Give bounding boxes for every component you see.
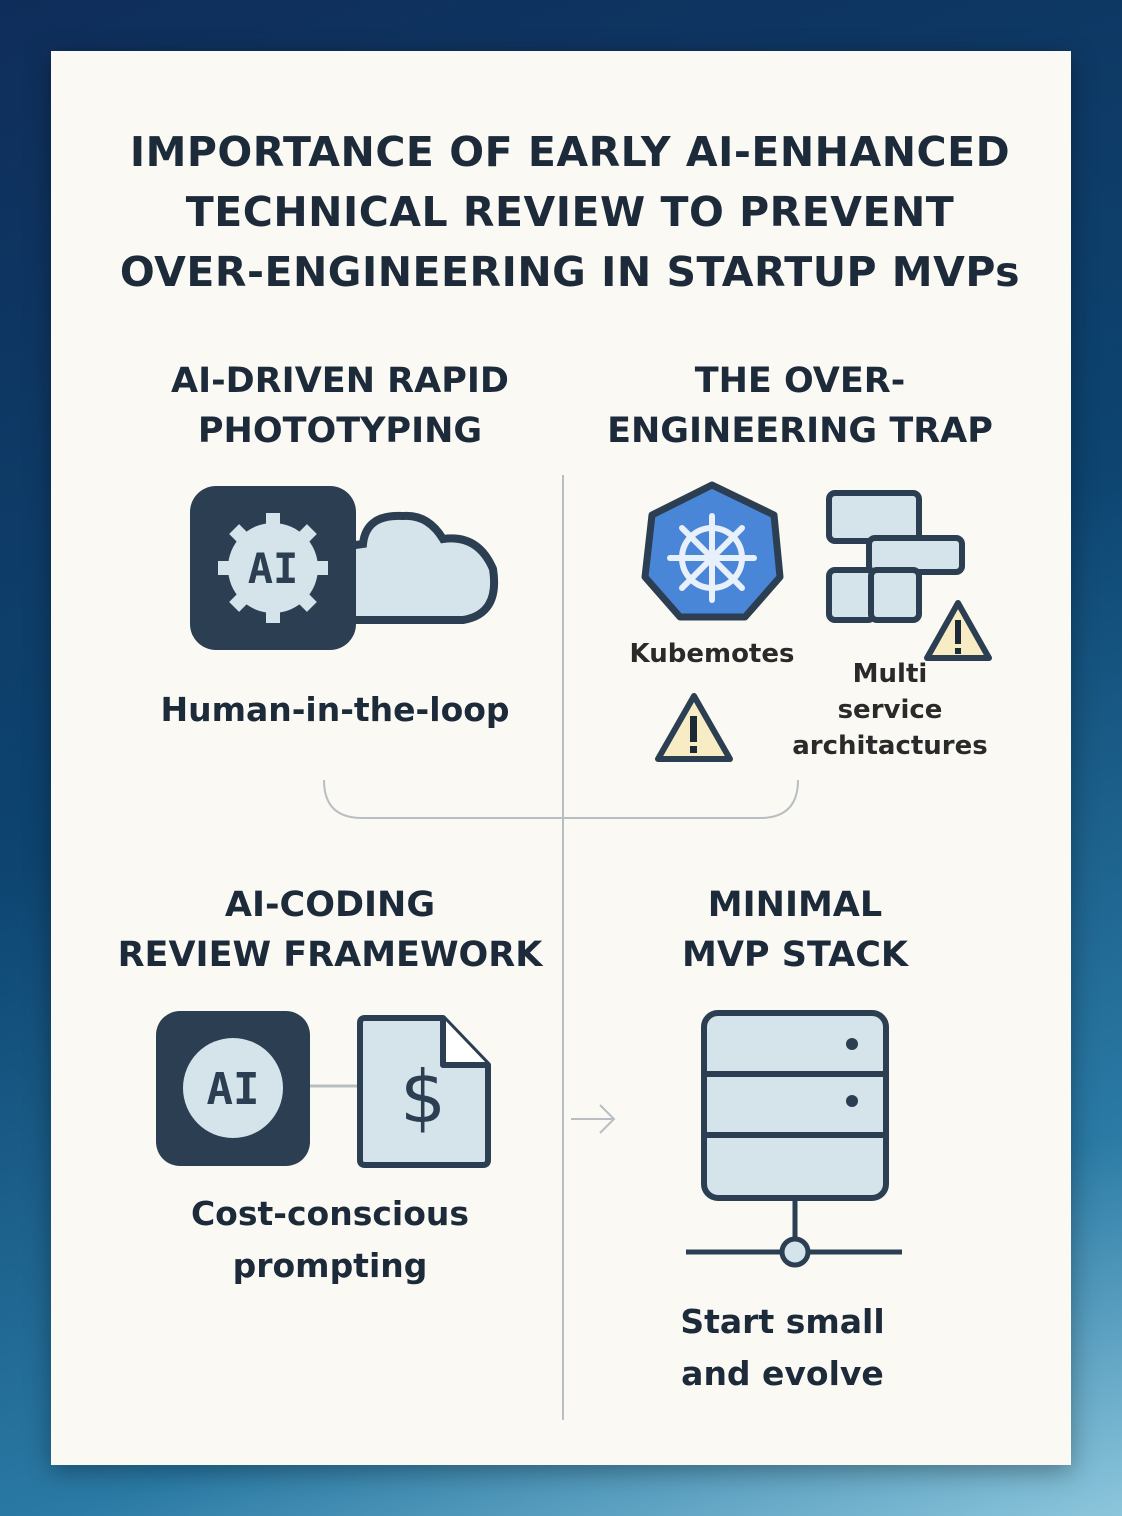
title-line-3: OVER-ENGINEERING IN STARTUP MVPs (119, 248, 1021, 296)
section-heading-rapid-prototyping: AI-DRIVEN RAPID PHOTOTYPING (171, 361, 509, 451)
arrow-right-icon (571, 1104, 616, 1134)
bracket-connector (323, 779, 799, 819)
svg-text:AI: AI (207, 1064, 260, 1115)
caption-start-small: Start small and evolve (680, 1302, 885, 1393)
title-line-1: IMPORTANCE OF EARLY AI-ENHANCED (129, 128, 1011, 176)
caption-cost-conscious: Cost-conscious prompting (190, 1194, 470, 1285)
page-title: IMPORTANCE OF EARLY AI-ENHANCED TECHNICA… (100, 122, 1040, 302)
section-heading-over-engineering: THE OVER- ENGINEERING TRAP (607, 361, 993, 451)
cloud-icon (344, 511, 499, 624)
kubernetes-label: Kubemotes (629, 639, 795, 669)
section-heading-mvp-stack: MINIMAL MVP STACK (681, 885, 908, 975)
kubernetes-icon (641, 481, 784, 621)
svg-text:$: $ (400, 1055, 446, 1139)
ai-review-icons: AI $ (156, 1011, 491, 1168)
ai-gear-icon: AI (190, 486, 499, 650)
server-stack-icon (686, 1010, 902, 1268)
microservices-blocks-icon (826, 490, 992, 661)
svg-text:AI: AI (248, 544, 299, 593)
warning-icon (924, 600, 992, 661)
title-line-2: TECHNICAL REVIEW TO PREVENT (185, 188, 955, 236)
multi-service-label: Multi service architactures (792, 659, 988, 761)
warning-icon (655, 693, 733, 762)
caption-human-in-the-loop: Human-in-the-loop (160, 690, 510, 729)
section-heading-review-framework: AI-CODING REVIEW FRAMEWORK (117, 885, 543, 975)
ai-badge-icon: AI (156, 1011, 310, 1166)
dollar-document-icon: $ (357, 1015, 491, 1168)
infographic-card (51, 51, 1071, 1465)
